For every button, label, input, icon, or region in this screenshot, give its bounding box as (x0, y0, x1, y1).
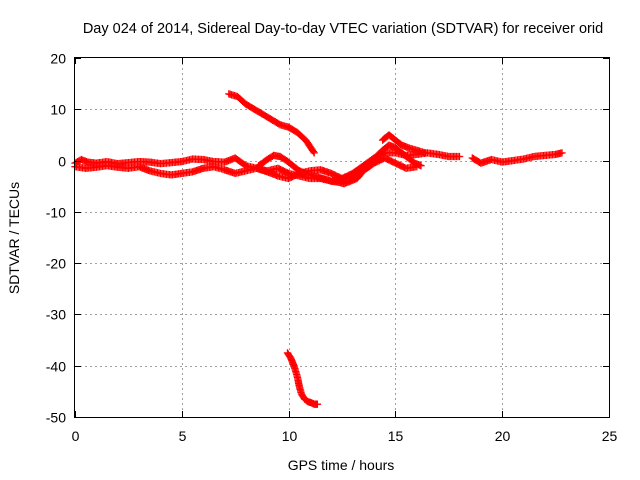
y-axis-label: SDTVAR / TECUs (6, 182, 22, 294)
y-tick-label: -10 (46, 205, 66, 221)
x-tick-label: 20 (495, 428, 511, 444)
x-tick-label: 10 (282, 428, 298, 444)
data-point (241, 161, 249, 169)
data-point (387, 157, 396, 165)
data-point (391, 159, 400, 167)
series-late-cluster (378, 131, 429, 157)
axis-ticks: 0 5 10 15 20 25 20 10 0 -10 -20 -30 -40 -50 (46, 51, 618, 445)
y-tick-label: 0 (58, 154, 66, 170)
data-point (309, 147, 318, 156)
data-point (276, 165, 285, 174)
x-axis-label: GPS time / hours (288, 457, 395, 473)
x-tick-label: 5 (179, 428, 187, 444)
data-point (455, 152, 464, 161)
data-point (275, 120, 283, 128)
x-tick-label: 15 (388, 428, 404, 444)
y-tick-label: 20 (50, 51, 66, 67)
x-tick-label: 25 (602, 428, 618, 444)
y-tick-label: 10 (50, 102, 66, 118)
y-tick-label: -40 (46, 359, 66, 375)
series-descending-track (225, 90, 318, 157)
data-points (71, 90, 566, 408)
x-tick-label: 0 (72, 428, 80, 444)
data-point (421, 149, 429, 157)
y-tick-label: -20 (46, 256, 66, 272)
y-tick-label: -30 (46, 307, 66, 323)
plot-frame (74, 57, 610, 418)
grid-lines (75, 58, 609, 417)
series-drop-track (283, 349, 322, 408)
chart-title: Day 024 of 2014, Sidereal Day-to-day VTE… (83, 21, 603, 37)
data-point (558, 149, 566, 157)
y-tick-label: -50 (46, 410, 66, 426)
data-point (313, 400, 322, 408)
data-point (310, 149, 318, 157)
data-point (417, 162, 425, 170)
series-upper-arc (255, 141, 425, 188)
series-late-segments (468, 149, 566, 167)
